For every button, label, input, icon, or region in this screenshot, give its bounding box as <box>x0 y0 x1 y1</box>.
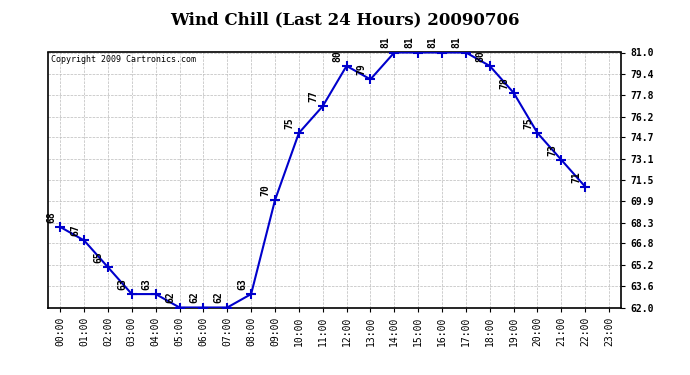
Text: 75: 75 <box>523 117 533 129</box>
Text: 62: 62 <box>166 292 175 303</box>
Text: 78: 78 <box>500 77 509 88</box>
Text: Copyright 2009 Cartronics.com: Copyright 2009 Cartronics.com <box>51 55 196 64</box>
Text: 81: 81 <box>380 37 390 48</box>
Text: 71: 71 <box>571 171 581 183</box>
Text: 62: 62 <box>189 292 199 303</box>
Text: 77: 77 <box>308 90 319 102</box>
Text: 73: 73 <box>547 144 558 156</box>
Text: 63: 63 <box>237 278 247 290</box>
Text: Wind Chill (Last 24 Hours) 20090706: Wind Chill (Last 24 Hours) 20090706 <box>170 11 520 28</box>
Text: 67: 67 <box>70 225 80 236</box>
Text: 70: 70 <box>261 184 271 196</box>
Text: 81: 81 <box>452 37 462 48</box>
Text: 65: 65 <box>94 251 104 263</box>
Text: 75: 75 <box>285 117 295 129</box>
Text: 62: 62 <box>213 292 223 303</box>
Text: 81: 81 <box>428 37 438 48</box>
Text: 68: 68 <box>46 211 56 223</box>
Text: 80: 80 <box>333 50 342 62</box>
Text: 81: 81 <box>404 37 414 48</box>
Text: 63: 63 <box>118 278 128 290</box>
Text: 80: 80 <box>475 50 486 62</box>
Text: 79: 79 <box>356 63 366 75</box>
Text: 63: 63 <box>141 278 152 290</box>
